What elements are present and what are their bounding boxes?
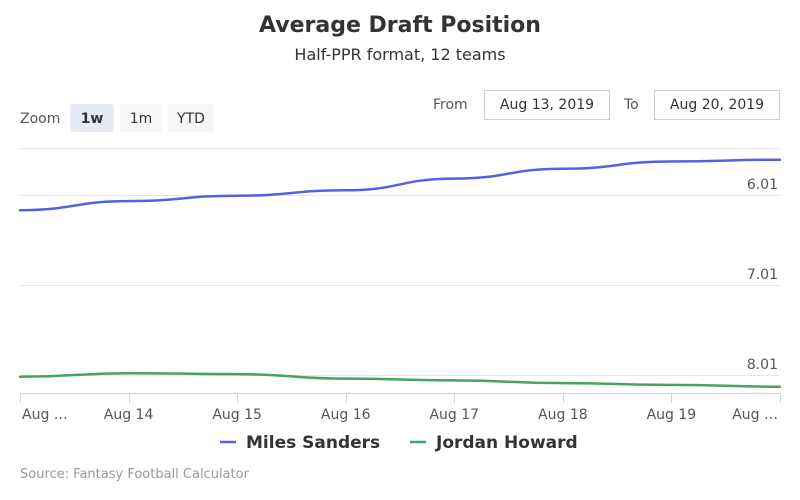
y-tick-label: 8.01 <box>747 357 778 373</box>
to-date-input-box <box>654 90 780 120</box>
y-tick-label: 6.01 <box>747 177 778 193</box>
x-tick-label: Aug … <box>732 407 778 423</box>
zoom-button-ytd-label: YTD <box>176 111 205 127</box>
from-date-input-box <box>484 90 610 120</box>
legend-item-jordan-howard[interactable]: Jordan Howard <box>410 433 578 453</box>
to-date-input[interactable]: Aug 20, 2019 <box>654 90 780 120</box>
chart-subtitle: Half-PPR format, 12 teams <box>294 45 505 64</box>
legend-item-miles-sanders[interactable]: Miles Sanders <box>220 433 380 453</box>
from-date-value: Aug 13, 2019 <box>500 97 594 113</box>
zoom-button-1w-label: 1w <box>81 111 104 127</box>
x-tick-label: Aug 19 <box>647 407 697 423</box>
series-lines <box>18 158 782 388</box>
legend-label-jordan-howard: Jordan Howard <box>435 433 578 453</box>
to-date-value: Aug 20, 2019 <box>670 97 764 113</box>
x-axis-ticks: Aug … Aug 14 Aug 15 Aug 16 Aug 17 Aug 18 Aug 1… <box>20 393 781 423</box>
to-label: To <box>623 97 639 113</box>
zoom-label: Zoom <box>20 111 60 127</box>
from-date-input[interactable]: Aug 13, 2019 <box>484 90 610 120</box>
x-tick-label: Aug … <box>22 407 68 423</box>
series-line-miles-sanders[interactable] <box>18 158 782 212</box>
x-tick-label: Aug 16 <box>321 407 371 423</box>
zoom-button-1m-bg <box>120 104 162 132</box>
from-label: From <box>433 97 468 113</box>
chart-credits[interactable]: Source: Fantasy Football Calculator <box>20 467 250 482</box>
x-tick-label: Aug 17 <box>429 407 479 423</box>
x-tick-label: Aug 14 <box>104 407 154 423</box>
y-axis-labels: 6.01 7.01 8.01 <box>747 177 778 373</box>
grid-lines <box>20 148 780 376</box>
zoom-button-1w[interactable]: 1w <box>70 104 114 132</box>
series-line-jordan-howard[interactable] <box>18 371 782 388</box>
y-tick-label: 7.01 <box>747 267 778 283</box>
zoom-button-ytd-bg <box>168 104 214 132</box>
zoom-button-1m-label: 1m <box>130 111 153 127</box>
x-tick-label: Aug 15 <box>212 407 262 423</box>
zoom-button-1w-bg <box>70 104 114 132</box>
chart-title: Average Draft Position <box>259 13 541 38</box>
zoom-button-ytd[interactable]: YTD <box>168 104 214 132</box>
legend-label-miles-sanders: Miles Sanders <box>246 433 380 453</box>
x-tick-label: Aug 18 <box>538 407 588 423</box>
zoom-button-1m[interactable]: 1m <box>120 104 162 132</box>
